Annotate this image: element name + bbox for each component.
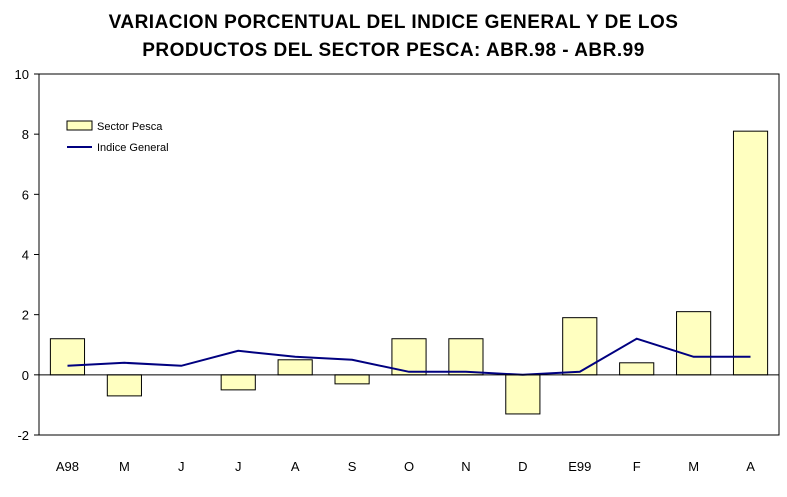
y-tick-label: 10	[15, 67, 29, 82]
bar-sector-pesca	[334, 374, 370, 385]
y-tick-label: 4	[22, 248, 29, 263]
bar-sector-pesca	[220, 374, 256, 391]
bar-sector-pesca	[732, 130, 769, 376]
legend-swatch-sector-pesca	[66, 120, 93, 131]
chart-title-line-1: VARIACION PORCENTUAL DEL INDICE GENERAL …	[108, 12, 679, 33]
x-tick-label: M	[688, 459, 699, 474]
x-tick-label: M	[119, 459, 130, 474]
x-tick-label: A	[291, 459, 300, 474]
y-tick-label: 0	[22, 368, 29, 383]
x-tick-label: J	[235, 459, 242, 474]
x-tick-label: A98	[56, 459, 79, 474]
x-tick-label: J	[178, 459, 185, 474]
y-tick-label: 8	[22, 127, 29, 142]
x-tick-label: N	[461, 459, 470, 474]
y-tick-label: -2	[17, 428, 29, 443]
legend-label-sector-pesca: Sector Pesca	[97, 121, 163, 133]
line-indice-general	[67, 337, 751, 376]
bar-sector-pesca	[49, 338, 86, 376]
bar-sector-pesca	[106, 374, 142, 397]
x-tick-label: E99	[568, 459, 591, 474]
bar-sector-pesca	[448, 338, 484, 376]
x-tick-label: F	[633, 459, 641, 474]
bar-sector-pesca	[505, 374, 541, 415]
y-tick-label: 2	[22, 308, 29, 323]
bar-sector-pesca	[676, 311, 712, 376]
bar-sector-pesca	[619, 362, 655, 376]
x-tick-label: D	[518, 459, 527, 474]
x-tick-label: S	[348, 459, 357, 474]
x-tick-label: O	[404, 459, 414, 474]
y-tick-label: 6	[22, 187, 29, 202]
legend-label-indice-general: Indice General	[97, 142, 169, 154]
chart-title-line-2: PRODUCTOS DEL SECTOR PESCA: ABR.98 - ABR…	[142, 40, 645, 61]
x-tick-label: A	[746, 459, 755, 474]
bar-sector-pesca	[277, 359, 313, 376]
bar-sector-pesca	[562, 317, 598, 376]
